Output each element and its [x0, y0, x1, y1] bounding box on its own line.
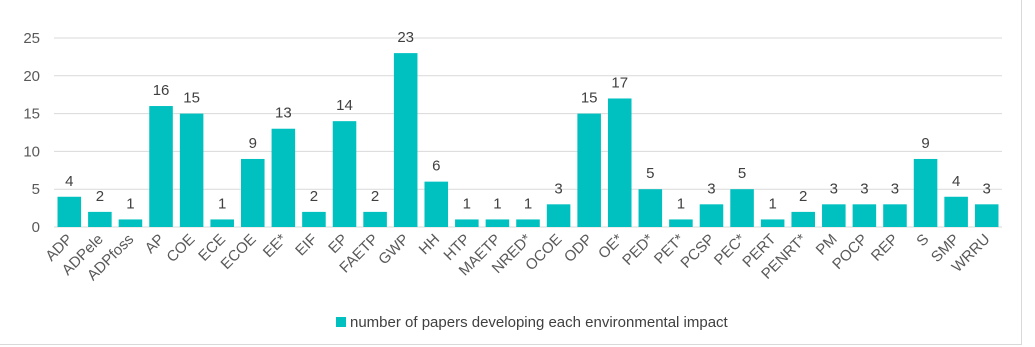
bar	[149, 106, 173, 227]
data-label: 17	[611, 74, 628, 91]
bar	[577, 113, 601, 227]
bar	[822, 204, 846, 227]
bar	[760, 219, 785, 227]
x-tick-label: PCSP	[677, 231, 718, 272]
bar	[669, 219, 693, 227]
bar	[424, 181, 449, 227]
data-label: 3	[554, 180, 562, 197]
bar	[485, 219, 510, 227]
data-label: 3	[860, 180, 868, 197]
data-label: 2	[799, 188, 807, 205]
bar	[791, 211, 815, 227]
data-label: 9	[921, 135, 929, 152]
bar	[455, 219, 479, 227]
bar	[974, 204, 999, 227]
x-tick-label: EE*	[260, 231, 290, 261]
bar	[607, 98, 632, 227]
bars	[57, 53, 999, 228]
data-label: 6	[432, 158, 440, 175]
bar	[88, 211, 112, 227]
bar	[363, 211, 387, 227]
data-label: 13	[275, 105, 292, 122]
x-tick-label: ODP	[561, 231, 596, 266]
x-tick-label: S	[913, 231, 932, 250]
bar	[944, 196, 968, 227]
data-label: 3	[830, 180, 838, 197]
x-tick-label: REP	[868, 231, 902, 265]
bar	[393, 53, 418, 228]
bar	[57, 196, 82, 227]
y-tick-label: 5	[32, 181, 40, 198]
data-label: 1	[677, 195, 685, 212]
data-label: 3	[707, 180, 715, 197]
data-label: 5	[646, 165, 654, 182]
data-label: 16	[153, 82, 170, 99]
data-label: 1	[463, 195, 471, 212]
legend-swatch	[336, 317, 346, 327]
data-label: 2	[371, 188, 379, 205]
bar	[699, 204, 724, 227]
bar	[179, 113, 204, 227]
data-label: 1	[493, 195, 501, 212]
x-tick-label: PED*	[619, 231, 657, 269]
x-tick-label: HH	[416, 231, 443, 258]
data-label: 3	[983, 180, 991, 197]
x-tick-label: POCP	[829, 231, 871, 273]
data-label: 1	[126, 195, 134, 212]
y-tick-label: 20	[23, 68, 40, 85]
data-label: 14	[336, 97, 353, 114]
bar	[913, 158, 938, 227]
y-tick-label: 15	[23, 106, 40, 123]
legend-label: number of papers developing each environ…	[350, 314, 729, 331]
y-tick-label: 10	[23, 143, 40, 160]
bar	[332, 121, 357, 227]
x-tick-label: EIF	[292, 231, 321, 260]
data-label: 1	[524, 195, 532, 212]
y-axis-ticks: 0 5 10 15 20 25	[23, 30, 40, 236]
data-label: 4	[65, 173, 73, 190]
x-tick-label: COE	[163, 231, 198, 266]
y-tick-label: 0	[32, 219, 40, 236]
bar	[118, 219, 143, 227]
data-label: 15	[183, 90, 200, 107]
bar	[241, 158, 265, 227]
bar	[302, 211, 326, 227]
bar	[852, 204, 877, 227]
bar	[883, 204, 907, 227]
data-label: 5	[738, 165, 746, 182]
data-label: 1	[218, 195, 226, 212]
data-label: 2	[310, 188, 318, 205]
data-label: 23	[397, 29, 414, 46]
bar	[516, 219, 540, 227]
data-label: 9	[249, 135, 257, 152]
bar	[210, 219, 234, 227]
bar	[730, 189, 754, 227]
data-label: 15	[581, 90, 598, 107]
data-label: 1	[768, 195, 776, 212]
bar	[546, 204, 571, 227]
data-label: 3	[891, 180, 899, 197]
bar	[271, 128, 296, 227]
x-tick-label: GWP	[375, 231, 412, 268]
x-tick-label: ECOE	[218, 231, 260, 273]
data-label: 4	[952, 173, 960, 190]
legend: number of papers developing each environ…	[336, 314, 729, 331]
bar	[638, 189, 663, 227]
y-tick-label: 25	[23, 30, 40, 47]
data-label: 2	[96, 188, 104, 205]
